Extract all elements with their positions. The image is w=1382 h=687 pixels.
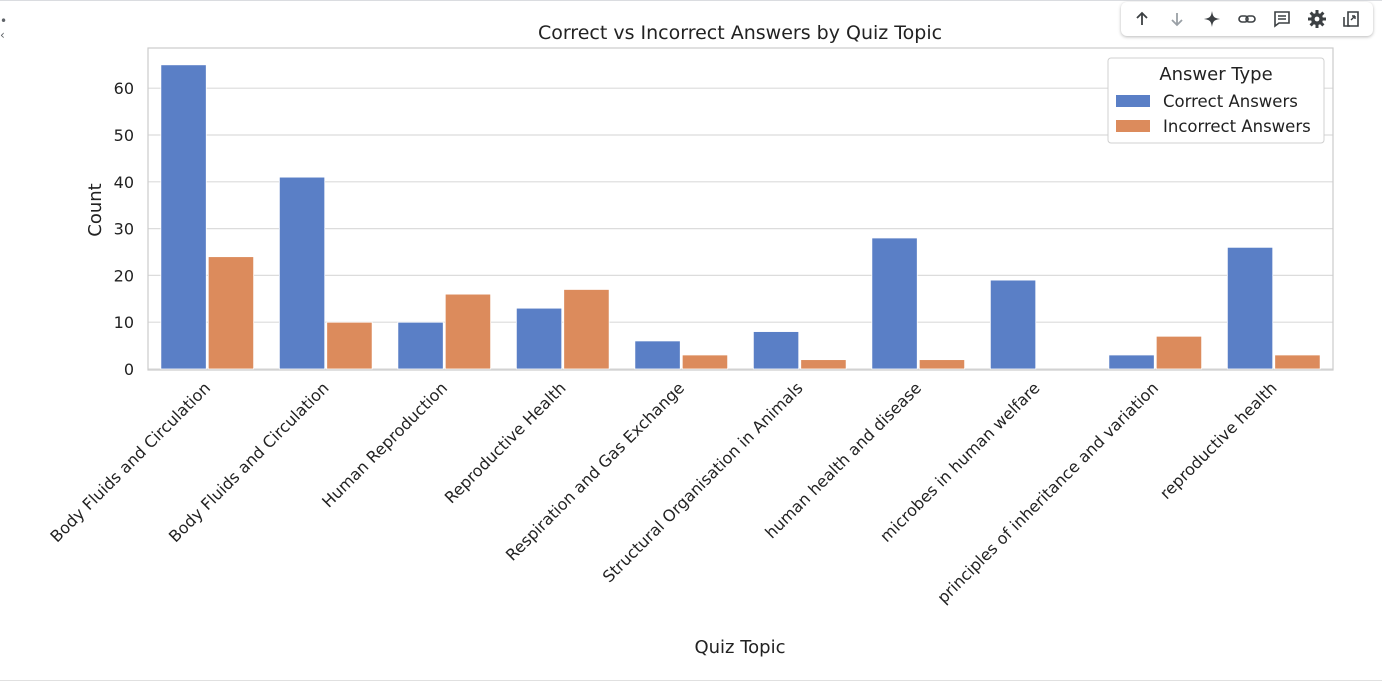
link-icon — [1238, 15, 1256, 23]
y-axis: 0 10 20 30 40 50 60 — [114, 79, 134, 379]
bar-correct — [1108, 354, 1155, 370]
link-button[interactable] — [1233, 5, 1261, 33]
bar-correct — [515, 307, 563, 370]
bar-incorrect — [326, 321, 373, 370]
bar-correct — [1226, 246, 1274, 370]
chart-title: Correct vs Incorrect Answers by Quiz Top… — [538, 22, 942, 44]
gear-icon — [1307, 10, 1326, 28]
x-tick-label: Reproductive Health — [441, 378, 570, 507]
legend-box — [1107, 57, 1325, 144]
bar-incorrect — [563, 289, 610, 370]
legend-label-incorrect: Incorrect Answers — [1163, 117, 1311, 136]
gemini-button[interactable] — [1198, 5, 1226, 33]
bar-correct — [634, 340, 681, 370]
legend: Answer Type Correct Answers Incorrect An… — [1107, 57, 1325, 144]
bar-incorrect — [681, 354, 729, 370]
bottom-border — [0, 680, 1382, 681]
x-tick-label: Human Reproduction — [318, 378, 451, 511]
y-axis-label: Count — [85, 183, 106, 236]
sparkle-icon — [1204, 11, 1221, 27]
comment-button[interactable] — [1268, 5, 1296, 33]
cell-edge-glyph: • ‹ — [0, 14, 8, 42]
y-tick-label: 10 — [114, 313, 134, 332]
bar-correct — [397, 321, 444, 370]
top-border — [0, 0, 1382, 1]
move-down-button[interactable] — [1163, 5, 1191, 33]
bar-incorrect — [800, 359, 847, 370]
legend-label-correct: Correct Answers — [1163, 92, 1298, 111]
cell-toolbar — [1121, 2, 1373, 36]
bar-incorrect — [1155, 335, 1203, 370]
bar-incorrect — [1274, 354, 1321, 370]
arrow-up-icon — [1136, 11, 1149, 25]
bars — [160, 64, 1321, 370]
legend-swatch-correct — [1116, 95, 1150, 107]
x-axis-label: Quiz Topic — [694, 637, 785, 658]
bar-incorrect — [444, 293, 492, 370]
y-tick-label: 0 — [124, 360, 134, 379]
bar-incorrect — [918, 359, 966, 370]
arrow-down-icon — [1171, 13, 1183, 27]
y-tick-label: 30 — [114, 220, 134, 239]
x-tick-label: Structural Organisation in Animals — [599, 378, 807, 586]
y-tick-label: 40 — [114, 173, 134, 192]
legend-swatch-incorrect — [1116, 120, 1150, 132]
y-tick-label: 60 — [114, 79, 134, 98]
settings-button[interactable] — [1303, 5, 1331, 33]
bar-correct — [278, 176, 326, 370]
x-tick-label: reproductive health — [1156, 378, 1281, 503]
bar-correct — [871, 237, 918, 370]
bar-correct — [989, 279, 1037, 370]
y-tick-label: 50 — [114, 126, 134, 145]
bar-correct — [160, 64, 207, 370]
legend-title: Answer Type — [1159, 64, 1272, 85]
bar-incorrect — [207, 256, 255, 370]
x-tick-label: principles of inheritance and variation — [933, 378, 1162, 607]
move-up-button[interactable] — [1128, 5, 1156, 33]
mirror-cell-icon — [1343, 11, 1360, 27]
y-tick-label: 20 — [114, 266, 134, 285]
mirror-cell-button[interactable] — [1337, 5, 1365, 33]
plot-frame — [147, 47, 1334, 371]
bar-correct — [752, 331, 800, 370]
comment-icon — [1273, 11, 1290, 28]
